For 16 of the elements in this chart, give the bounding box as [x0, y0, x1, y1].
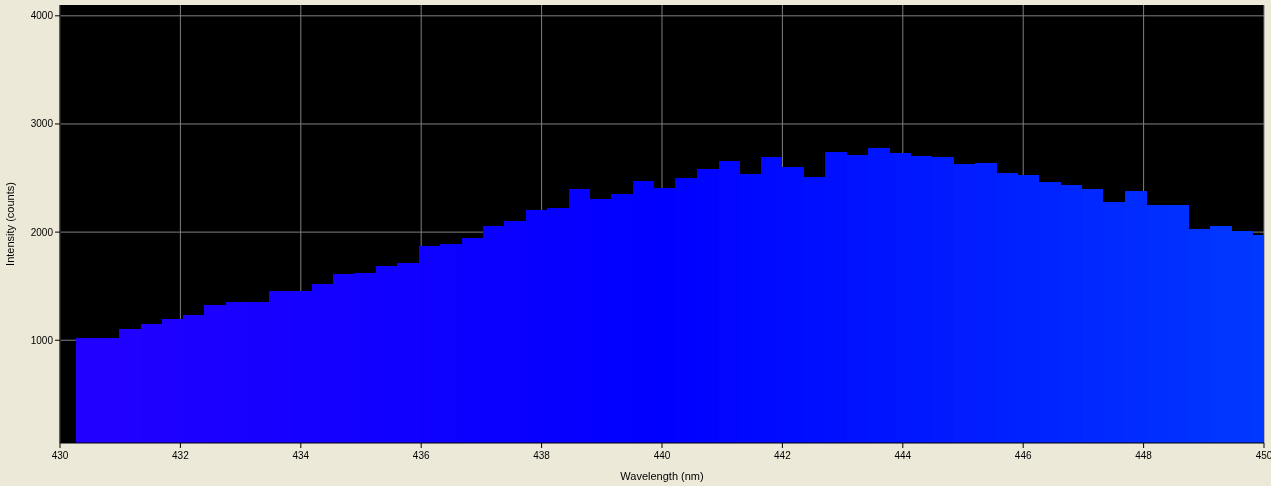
y-tick-label: 1000	[30, 334, 54, 346]
x-tick-label: 448	[1135, 450, 1153, 461]
x-axis-title: Wavelength (nm)	[620, 470, 704, 482]
x-tick-label: 434	[292, 450, 310, 461]
y-tick-label: 3000	[30, 118, 54, 130]
x-tick-label: 430	[51, 450, 69, 461]
x-tick-label: 446	[1014, 450, 1032, 461]
y-tick-label: 4000	[30, 10, 54, 22]
x-tick-label: 436	[412, 450, 430, 461]
y-tick-label: 2000	[30, 226, 54, 238]
x-tick-label: 444	[894, 450, 912, 461]
x-tick-label: 442	[774, 450, 792, 461]
x-tick-label: 432	[172, 450, 190, 461]
y-axis-title: Intensity (counts)	[4, 182, 16, 266]
x-tick-label: 438	[533, 450, 551, 461]
x-tick-label: 440	[653, 450, 671, 461]
